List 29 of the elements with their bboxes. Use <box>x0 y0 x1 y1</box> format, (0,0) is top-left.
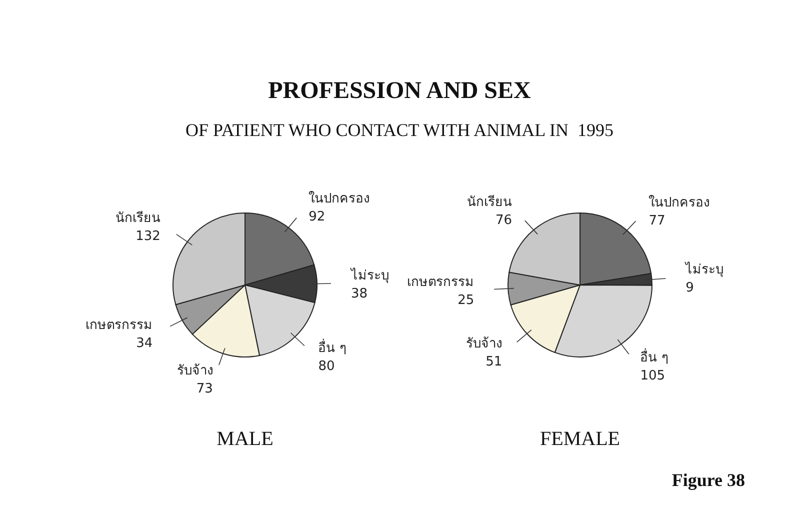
data-label: 51 <box>486 354 502 370</box>
data-label: 92 <box>308 210 326 225</box>
data-label: 25 <box>458 292 474 308</box>
text: MALE <box>216 428 274 450</box>
slice-label: รับจ้าง <box>176 363 213 378</box>
data-label: 73 <box>196 381 213 396</box>
slice-label: เกษตรกรรม <box>407 274 474 290</box>
legend-label: ไม่ระบุ <box>350 267 389 284</box>
chart-title: PROFESSION AND SEX <box>268 78 532 104</box>
slice-label: เกษตรกรรม <box>86 318 153 334</box>
slice-label: รับจ้าง <box>466 336 502 352</box>
slice-label: นักเรียน <box>467 194 512 210</box>
slice-label: นักเรียน <box>115 210 160 226</box>
slice-label: อื่น ๆ <box>318 338 346 356</box>
text: FEMALE <box>540 428 620 450</box>
data-label: 80 <box>318 358 335 374</box>
data-label: 105 <box>640 368 666 384</box>
data-label: 132 <box>136 228 160 244</box>
slice-label: ในปกครอง <box>648 194 710 210</box>
data-label: 77 <box>648 213 666 228</box>
data-label: 9 <box>686 280 694 296</box>
slice-label: ในปกครอง <box>308 190 370 207</box>
caption: Figure 38 <box>672 470 745 490</box>
slice-label: ไม่ระบุ <box>684 261 724 278</box>
chart-subtitle: OF PATIENT WHO CONTACT WITH ANIMAL IN 1995 <box>186 120 614 140</box>
data-label: 76 <box>495 212 512 228</box>
data-label: 38 <box>350 286 368 302</box>
data-label: 34 <box>136 336 153 352</box>
slice-label: อื่น ๆ <box>640 348 668 366</box>
